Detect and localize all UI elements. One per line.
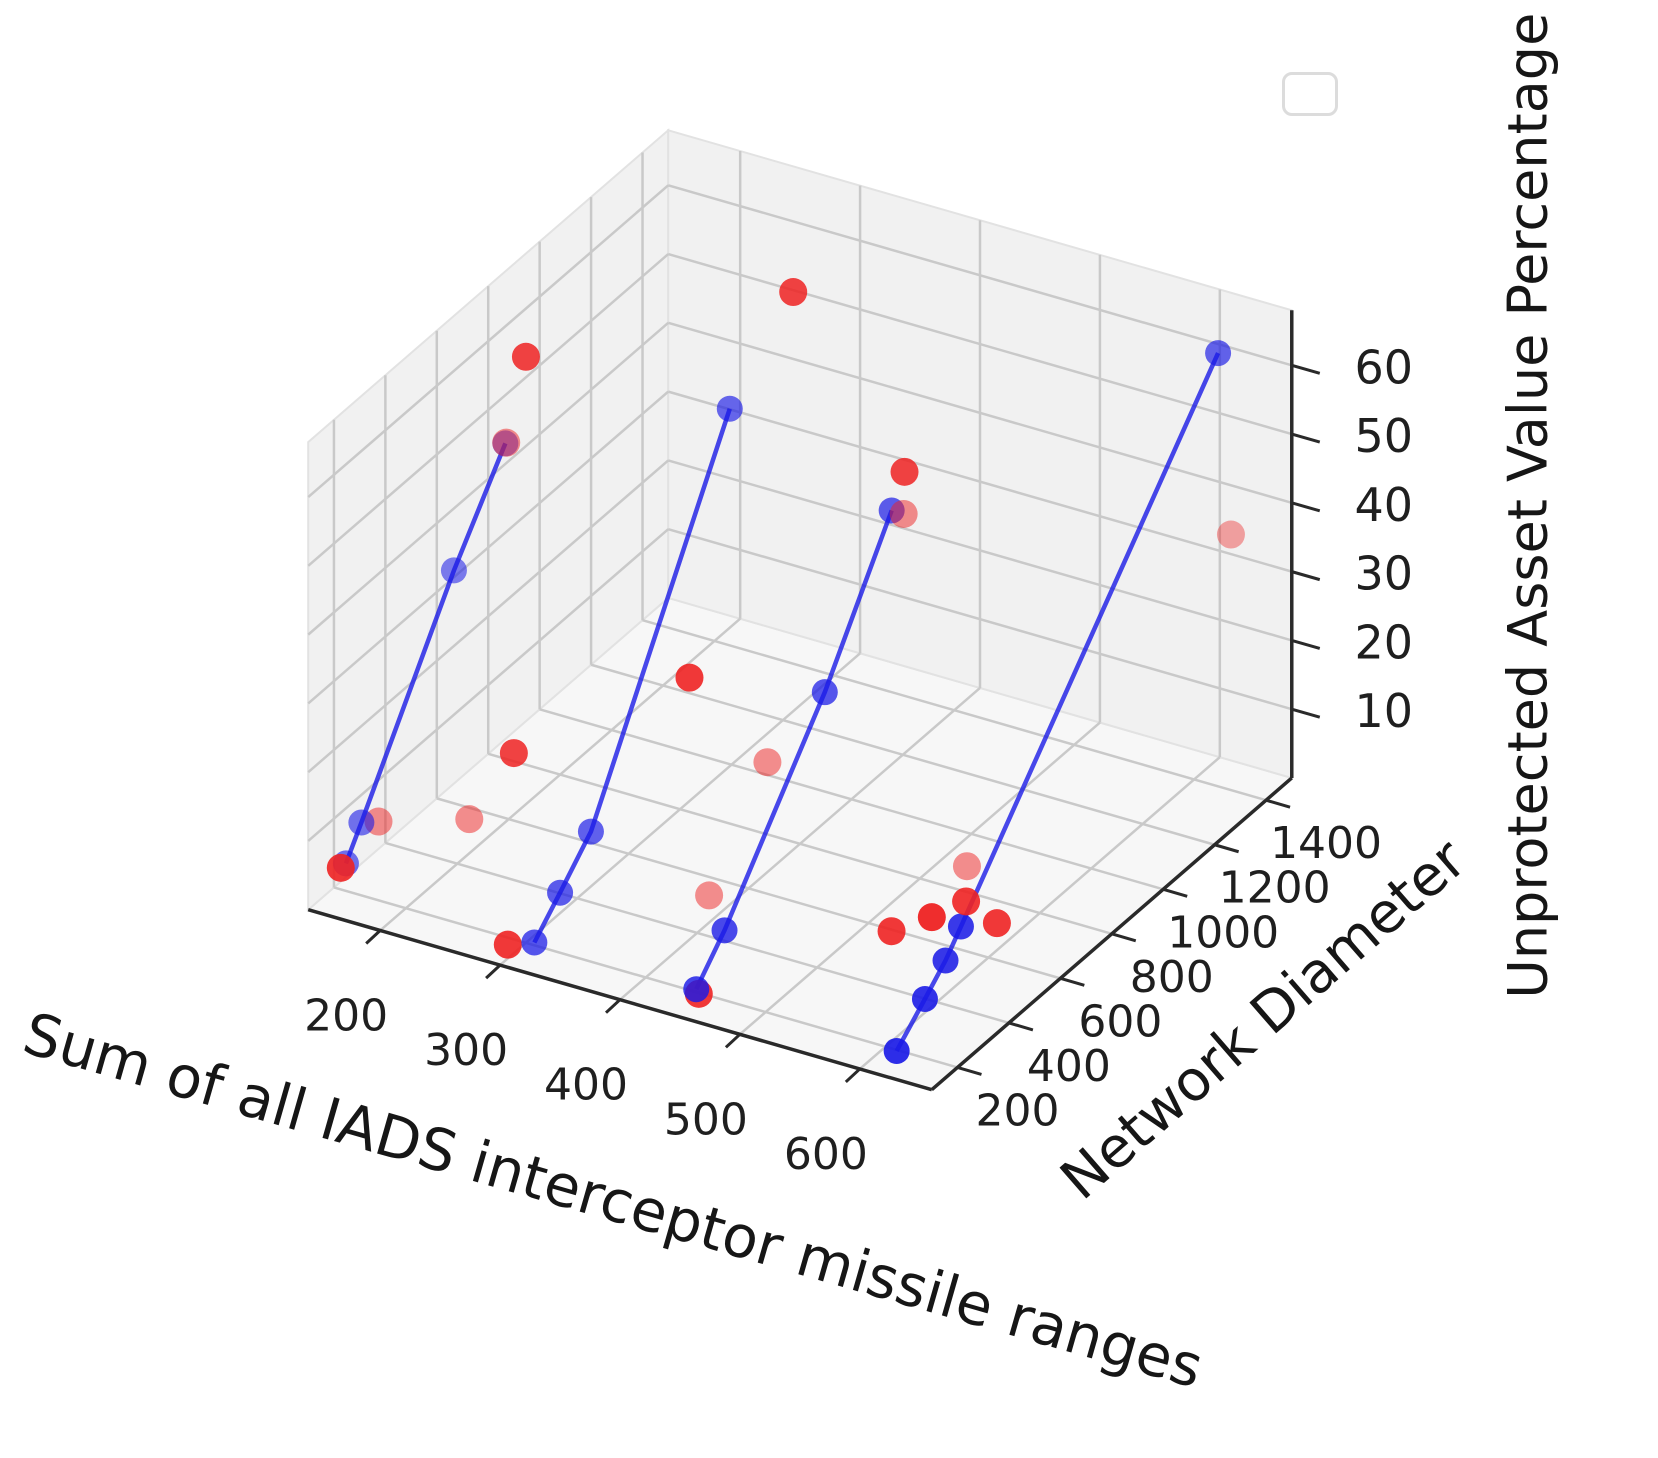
z-tick-label: 60 [1354,340,1413,394]
z-tick-label: 40 [1354,478,1413,532]
y-tick-label: 600 [1078,996,1162,1047]
data-point-red [455,805,484,834]
grid-line-y-floor [590,663,1215,846]
data-point-red [493,930,522,959]
data-point-red [1216,520,1245,549]
series-line-blue [532,408,732,944]
data-point-red [492,428,521,457]
y-tick-label: 1400 [1270,818,1382,869]
y-tick-label: 200 [975,1085,1059,1136]
z-tick-mark [1291,707,1321,719]
y-tick-label: 1200 [1219,863,1331,914]
grid-line-z-back-wall [667,527,1293,711]
data-point-blue [883,1037,910,1064]
series-line-blue [343,442,508,865]
data-point-red [511,342,540,371]
y-tick-mark [1008,1021,1034,1032]
legend-box [1282,72,1338,116]
z-tick-label: 50 [1354,409,1413,463]
grid-line-z-back-wall [667,390,1293,573]
data-point-blue [547,879,574,906]
data-point-red [890,457,919,486]
grid-line-z-back-wall [667,184,1293,367]
x-tick-mark [365,929,382,945]
x-tick-mark [724,1033,741,1049]
data-point-blue [1205,340,1232,367]
z-tick-label: 10 [1354,684,1413,738]
grid-line-z-left-wall [307,321,670,636]
data-point-blue [947,913,974,940]
z-tick-mark [1291,432,1321,444]
data-point-red [889,499,918,528]
x-tick-mark [604,998,622,1014]
grid-line-y-floor [436,797,1061,980]
x-tick-mark [485,963,502,980]
x-tick-label: 400 [544,1060,628,1111]
series-line-blue [694,509,894,991]
z-tick-mark [1291,638,1321,650]
y-tick-mark [1111,932,1137,943]
y-tick-mark [1059,976,1085,987]
grid-line-z-left-wall [307,253,670,567]
z-tick-label: 30 [1354,547,1413,601]
data-point-blue [577,818,604,845]
data-point-blue [683,976,710,1003]
grid-line-z-left-wall [307,528,670,842]
data-point-blue [711,917,738,944]
data-point-blue [811,679,838,706]
z-tick-mark [1291,363,1321,375]
y-tick-mark [1265,798,1291,809]
data-point-red [982,909,1011,938]
data-point-red [499,739,528,768]
data-point-red [779,278,808,307]
data-point-red [753,748,782,777]
grid-line-y-floor [487,752,1113,936]
data-point-blue [932,947,959,974]
z-tick-label: 20 [1354,615,1413,669]
grid-line-y-floor [333,886,958,1069]
y-tick-label: 1000 [1167,907,1279,958]
data-point-blue [716,395,743,422]
grid-line-y-floor [539,708,1164,891]
x-tick-label: 600 [784,1129,868,1180]
grid-line-z-left-wall [307,184,670,499]
y-tick-label: 800 [1130,952,1214,1003]
data-point-red [695,881,724,910]
grid-line-z-back-wall [667,252,1293,436]
data-point-blue [911,985,938,1012]
data-point-red [952,852,981,881]
z-tick-mark [1291,501,1321,513]
y-tick-mark [1162,887,1188,898]
x-tick-mark [844,1067,861,1084]
x-tick-label: 300 [424,1025,508,1076]
y-tick-mark [1214,843,1240,854]
data-point-blue [440,557,467,584]
x-tick-label: 500 [664,1094,748,1145]
grid-line-z-back-wall [667,321,1293,505]
y-tick-mark [957,1066,982,1076]
grid-line-z-left-wall [307,459,670,774]
data-point-red [675,663,704,692]
z-tick-mark [1291,570,1321,582]
grid-line-z-left-wall [307,390,670,705]
grid-line-y-floor [385,841,1010,1025]
grid-line-y-floor [642,619,1267,802]
z-axis-label: Unprotected Asset Value Percentage [1496,12,1560,999]
y-tick-label: 400 [1027,1041,1111,1092]
data-point-red [952,887,981,916]
x-tick-label: 200 [304,990,388,1041]
data-point-blue [348,809,375,836]
data-point-red [917,903,946,932]
data-point-blue [521,929,548,956]
grid-line-z-back-wall [667,459,1293,642]
data-point-red [326,853,355,882]
data-point-red [877,917,906,946]
